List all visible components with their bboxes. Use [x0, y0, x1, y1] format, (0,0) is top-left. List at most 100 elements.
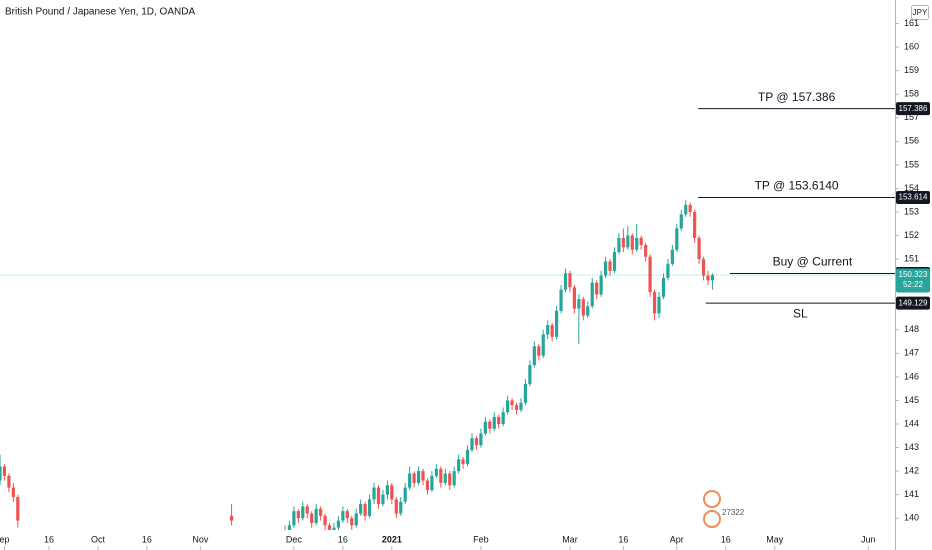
- level-label: TP @ 157.386: [758, 90, 836, 104]
- candle-body: [648, 256, 652, 293]
- candle-body: [550, 325, 554, 337]
- candle-body: [372, 487, 376, 500]
- y-tick-label: 142: [904, 465, 919, 475]
- y-tick-label: 156: [904, 136, 919, 146]
- candle-body: [497, 416, 501, 424]
- x-tick-label: 16: [721, 534, 731, 544]
- y-tick-label: 151: [904, 253, 919, 263]
- candle-body: [684, 204, 688, 215]
- countdown-label: 52:22: [903, 280, 924, 289]
- watermark: 27322: [703, 490, 745, 528]
- candle-body: [541, 334, 545, 356]
- candle-body: [590, 282, 594, 307]
- level-price-tag: [896, 296, 930, 310]
- candle-body: [626, 235, 630, 248]
- candle-body: [7, 475, 11, 488]
- y-tick-label: 154: [904, 183, 919, 193]
- candle-body: [675, 228, 679, 250]
- candle-body: [332, 527, 336, 530]
- candle-body: [492, 416, 496, 429]
- candle-body: [376, 487, 381, 505]
- level-label: Buy @ Current: [773, 255, 853, 269]
- candle-body: [697, 237, 701, 260]
- y-tick-label: 144: [904, 418, 919, 428]
- x-tick-label: May: [766, 534, 784, 544]
- plot-area: [0, 200, 715, 530]
- candle-body: [301, 506, 305, 519]
- candle-body: [323, 515, 327, 526]
- candle-body: [16, 497, 20, 521]
- y-tick-label: 158: [904, 89, 919, 99]
- level-price-tag-label: 157.386: [899, 104, 928, 113]
- candle-body: [701, 259, 706, 276]
- candle-body: [670, 249, 674, 264]
- candle-body: [581, 299, 585, 316]
- currency-label[interactable]: JPY: [913, 8, 928, 17]
- level-price-tag: [896, 102, 930, 116]
- y-tick-label: 148: [904, 324, 919, 334]
- x-tick-label: Mar: [562, 534, 578, 544]
- candle-body: [443, 473, 447, 483]
- y-tick-label: 145: [904, 395, 919, 405]
- candle-body: [537, 346, 541, 356]
- y-tick-label: 147: [904, 348, 919, 358]
- candle-body: [657, 296, 661, 314]
- candle-body: [448, 473, 452, 486]
- y-tick-label: 143: [904, 442, 919, 452]
- candle-body: [229, 515, 234, 521]
- candle-body: [630, 235, 634, 250]
- candle-body: [354, 513, 358, 526]
- candle-body: [461, 459, 465, 465]
- currency-box[interactable]: [911, 5, 929, 20]
- candle-body: [470, 438, 474, 450]
- x-tick-label: 2021: [382, 534, 402, 544]
- badge-icon: [703, 490, 721, 508]
- current-price-label: 150.323: [899, 270, 928, 279]
- x-tick-label: Nov: [192, 534, 209, 544]
- candle-body: [559, 289, 563, 311]
- y-tick-label: 152: [904, 230, 919, 240]
- candle-body: [635, 237, 639, 250]
- candle-body: [666, 263, 670, 278]
- y-tick-label: 157: [904, 112, 919, 122]
- candle-body: [563, 273, 568, 290]
- candle-body: [710, 275, 715, 281]
- x-tick-label: 16: [142, 534, 152, 544]
- candle-body: [416, 471, 421, 483]
- candle-body: [603, 261, 608, 276]
- candle-body: [693, 212, 697, 238]
- x-tick-label: Feb: [473, 534, 489, 544]
- candle-body: [385, 485, 389, 495]
- candle-body: [523, 383, 528, 403]
- candle-body: [546, 325, 550, 335]
- candle-body: [706, 275, 710, 281]
- y-tick-label: 153: [904, 206, 919, 216]
- y-tick-label: 160: [904, 41, 919, 51]
- level-price-tag: [896, 191, 930, 205]
- candle-body: [314, 508, 318, 523]
- candle-body: [310, 513, 314, 523]
- level-price-tag-label: 153.614: [899, 193, 928, 202]
- candle-body: [452, 471, 456, 486]
- candle-body: [639, 237, 643, 245]
- y-tick-label: 140: [904, 513, 919, 523]
- candle-body: [514, 405, 519, 410]
- candle-body: [381, 494, 385, 505]
- candle-body: [483, 421, 487, 434]
- y-tick-label: 161: [904, 18, 919, 28]
- level-price-tag-label: 149.129: [899, 298, 928, 307]
- candle-body: [554, 310, 559, 337]
- candle-body: [430, 475, 434, 490]
- x-tick-label: Oct: [91, 534, 106, 544]
- candle-body: [595, 282, 599, 295]
- candle-body: [679, 214, 683, 229]
- candle-body: [577, 299, 581, 309]
- candle-body: [510, 400, 514, 406]
- x-tick-label: 16: [44, 534, 54, 544]
- candle-body: [359, 504, 363, 514]
- x-tick-label: ep: [0, 534, 9, 544]
- candle-body: [568, 273, 572, 288]
- candle-body: [0, 466, 2, 481]
- current-price-tag: [896, 268, 930, 293]
- candle-body: [599, 275, 603, 295]
